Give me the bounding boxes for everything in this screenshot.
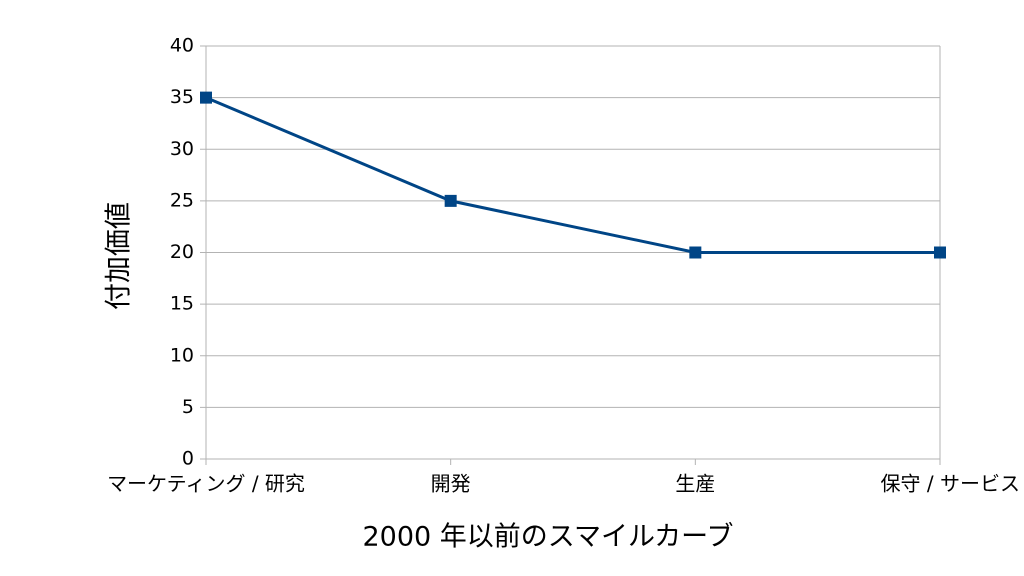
y-tick-label: 40 [170, 35, 194, 57]
x-tick-label: マーケティング / 研究 [107, 472, 305, 496]
x-tick-label: 生産 [675, 472, 715, 496]
y-tick-label: 25 [170, 189, 194, 211]
x-tick-label: 開発 [431, 472, 471, 496]
x-axis-title: 2000 年以前のスマイルカーブ [362, 522, 733, 553]
y-tick-label: 20 [170, 241, 194, 263]
y-axis-title: 付加価値 [104, 202, 135, 310]
data-point [200, 91, 212, 104]
y-tick-label: 35 [170, 86, 194, 108]
y-tick-label: 10 [170, 344, 194, 366]
data-point [689, 246, 702, 259]
x-tick-label: 保守 / サービス [881, 472, 1020, 496]
y-tick-label: 0 [182, 448, 194, 470]
data-line [205, 96, 940, 254]
y-tick-label: 5 [182, 396, 194, 418]
y-tick-label: 15 [170, 293, 194, 315]
data-point [934, 246, 946, 259]
y-tick-label: 30 [170, 138, 194, 160]
data-point [444, 194, 457, 207]
